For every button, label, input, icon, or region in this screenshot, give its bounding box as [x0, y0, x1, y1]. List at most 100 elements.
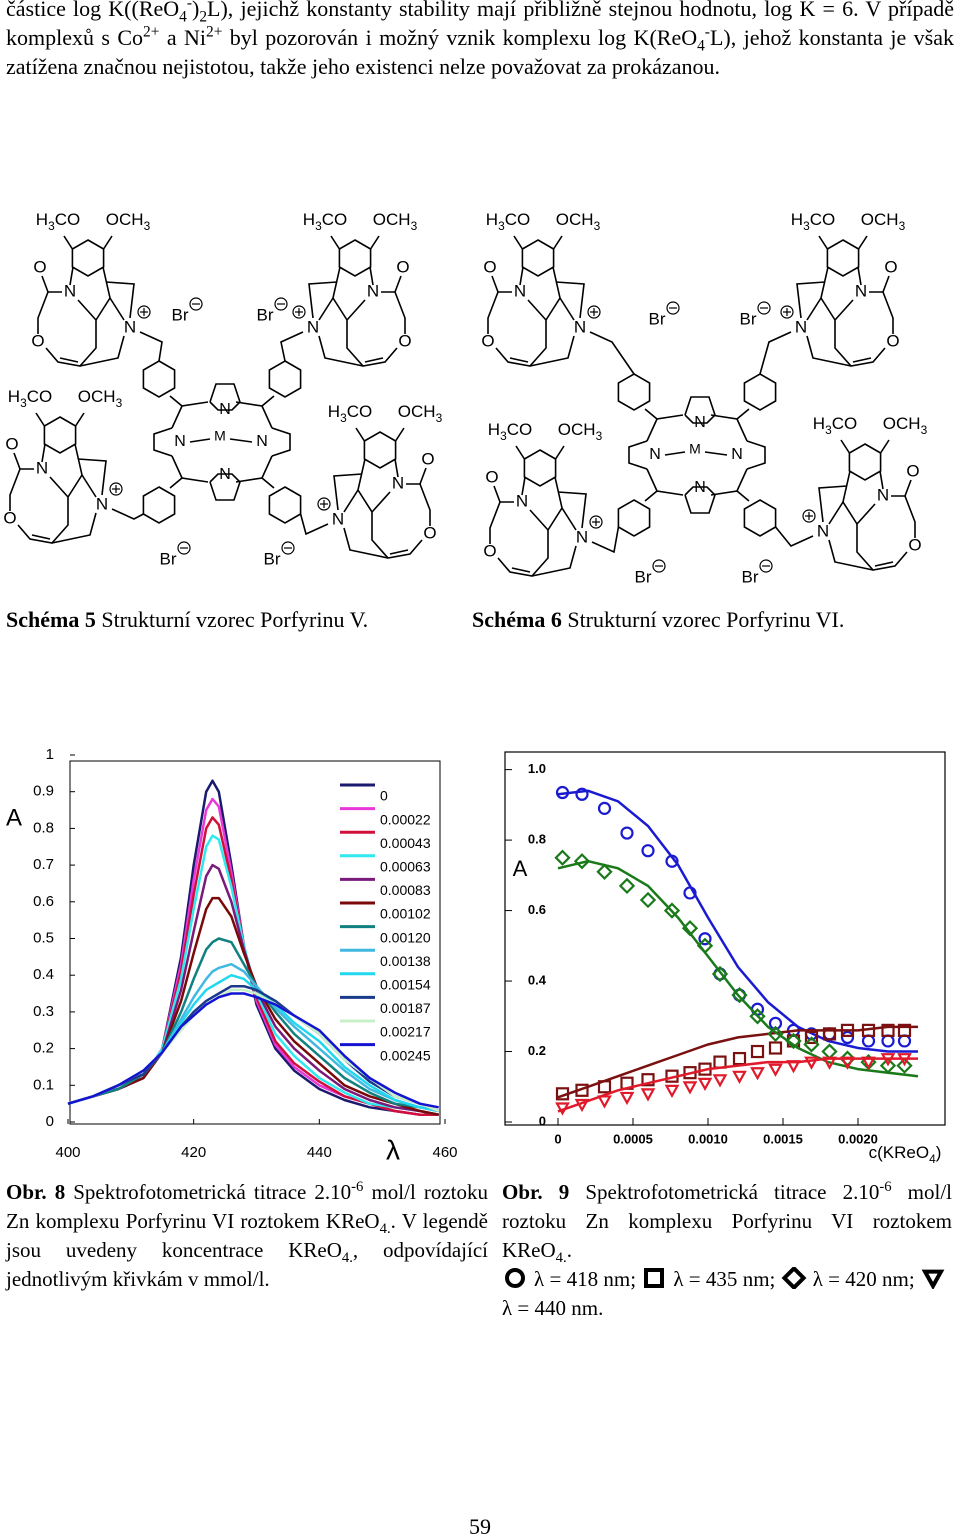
atom-label: N [307, 317, 319, 336]
bond [13, 452, 34, 470]
bond [189, 438, 211, 443]
marker [697, 1077, 713, 1092]
text-run: Spektrofotometrická titrace 2.10 [65, 1180, 352, 1204]
marker [575, 787, 589, 801]
bond [879, 439, 890, 454]
bond [381, 275, 402, 293]
atom-label: O [421, 449, 434, 468]
marker [861, 1023, 876, 1037]
marker [641, 844, 655, 858]
legend-label: 0.00154 [380, 977, 431, 993]
bond [235, 401, 273, 429]
bond [67, 443, 83, 498]
marker [574, 1098, 590, 1113]
spectrum-line [67, 896, 439, 1116]
legend-label: 0.00083 [380, 882, 431, 898]
atom-label: O [886, 331, 899, 350]
y-tick-label: 0.7 [33, 856, 54, 873]
atom-label: O [908, 535, 921, 554]
marker [897, 1023, 912, 1037]
marker [712, 1074, 728, 1088]
bond [318, 297, 334, 321]
marker [575, 1083, 589, 1097]
atom-label: N [516, 491, 528, 510]
bond [743, 499, 777, 537]
bond [169, 395, 183, 407]
bond [369, 266, 374, 286]
bond [710, 468, 748, 496]
bond [828, 539, 874, 571]
atom-label: N [574, 317, 586, 336]
label: OCH3 [106, 210, 151, 233]
y-tick-label: 0.4 [528, 972, 547, 987]
bond [139, 331, 163, 362]
text-run: Schéma 5 [6, 607, 96, 632]
y-tick-label: 0.5 [33, 929, 54, 946]
marker [804, 1030, 819, 1045]
marker [880, 1053, 896, 1067]
bond [842, 470, 858, 525]
marker [897, 1053, 912, 1067]
legend-symbol [644, 1268, 665, 1288]
charge [666, 301, 680, 315]
bond [521, 239, 555, 277]
marker [786, 1060, 801, 1074]
bond [59, 357, 79, 363]
atom-label: N [367, 281, 379, 300]
marker [839, 1050, 856, 1067]
figure-frame [504, 751, 946, 1126]
marker [555, 785, 570, 800]
bond [554, 445, 565, 460]
atom-label: N [855, 281, 867, 300]
bond [318, 335, 364, 367]
text-run: H [813, 414, 825, 433]
bond [357, 458, 373, 513]
bond [529, 335, 575, 367]
bond [644, 490, 658, 502]
x-tick-label: 0.0010 [688, 1131, 728, 1146]
plot-frame [69, 760, 441, 1125]
text-run: 4. [341, 1250, 353, 1267]
bond [79, 335, 125, 367]
bond [774, 526, 814, 547]
label: c(KReO4) [869, 1143, 942, 1166]
bond [891, 479, 912, 497]
marker [644, 1268, 665, 1288]
charge [177, 541, 191, 555]
text-run: 3 [340, 411, 347, 425]
bond [589, 331, 635, 375]
text-run: CO [505, 210, 531, 229]
bond [818, 235, 829, 250]
charge [137, 305, 151, 319]
marker [803, 1036, 820, 1053]
bond [545, 266, 561, 321]
text-run: 3 [144, 219, 151, 233]
bond [759, 331, 792, 375]
legend-symbol [505, 1268, 525, 1288]
text-run: 3 [803, 219, 810, 233]
bond [111, 508, 144, 520]
atom-label: Br [635, 567, 652, 586]
text-run: H [328, 402, 340, 421]
bond [235, 455, 273, 483]
atom-label: M [214, 428, 226, 444]
bond [51, 512, 97, 544]
bond [142, 360, 176, 398]
bond [261, 477, 275, 489]
charge [802, 509, 816, 523]
atom-label: N [514, 281, 526, 300]
y-tick-label: 0.4 [33, 966, 54, 983]
bond [646, 468, 684, 496]
atom-label: N [392, 473, 404, 492]
marker [619, 1091, 635, 1106]
text-run: c(KReO [869, 1143, 929, 1162]
text-run: 3 [411, 219, 418, 233]
atom-label: O [884, 257, 897, 276]
charge [780, 305, 794, 319]
marker [781, 1267, 807, 1289]
text-run: 2 [199, 8, 208, 26]
marker [597, 1080, 612, 1094]
marker [861, 1034, 876, 1048]
bond [45, 299, 97, 367]
atom-label: O [31, 331, 44, 350]
